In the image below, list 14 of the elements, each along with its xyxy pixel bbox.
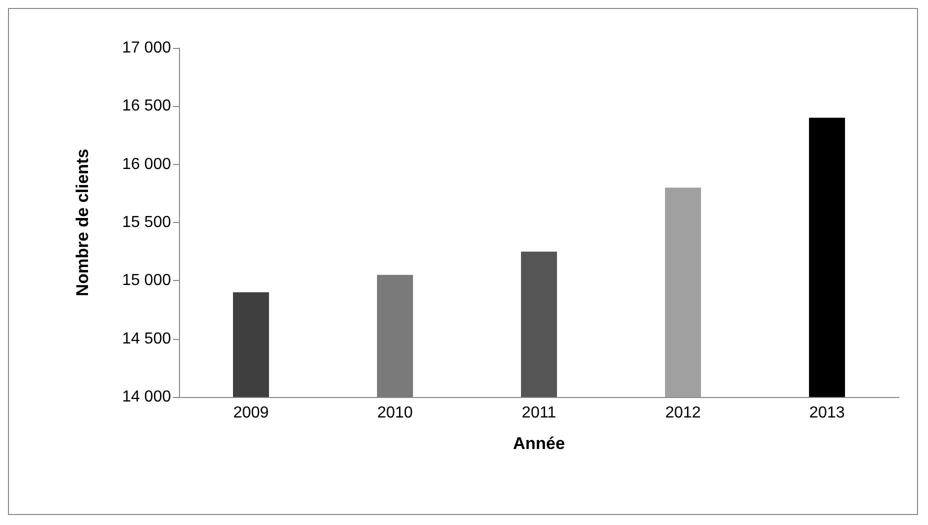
y-tick-label: 15 500: [122, 214, 172, 231]
x-tick-label: 2009: [233, 404, 269, 422]
x-axis-title: Année: [513, 434, 565, 453]
y-tick-label: 16 000: [122, 156, 172, 173]
y-tick-label: 14 000: [122, 388, 172, 406]
y-tick-label: 16 500: [122, 98, 172, 115]
y-tick-label: 14 500: [122, 330, 172, 348]
y-tick-label: 15 000: [122, 272, 172, 290]
x-tick-label: 2012: [665, 404, 701, 422]
x-tick-label: 2011: [522, 404, 556, 422]
y-axis-title: Nombre de clients: [73, 148, 92, 296]
y-tick-label: 17 000: [122, 40, 172, 56]
x-tick-label: 2010: [377, 404, 413, 422]
x-tick-label: 2013: [809, 404, 845, 422]
